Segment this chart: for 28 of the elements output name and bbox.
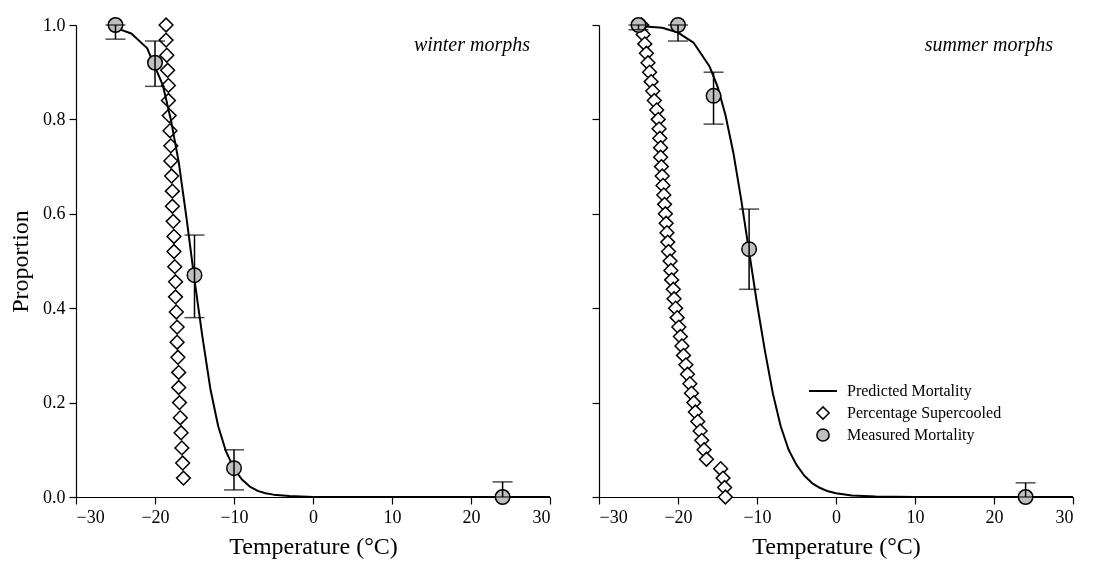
legend-label: Measured Mortality — [847, 426, 975, 444]
x-tick-label: 20 — [462, 506, 481, 527]
x-tick-label: 10 — [906, 506, 925, 527]
x-tick-label: 20 — [985, 506, 1004, 527]
x-tick-label: −30 — [76, 506, 105, 527]
x-axis-title: Temperature (°C) — [752, 532, 921, 559]
x-tick-label: 30 — [1055, 506, 1074, 527]
x-axis-title: Temperature (°C) — [229, 532, 398, 559]
x-tick-label: 0 — [832, 506, 841, 527]
legend-label: Predicted Mortality — [847, 382, 972, 400]
y-axis-title: Proportion — [7, 210, 33, 313]
x-tick-label: −20 — [141, 506, 170, 527]
x-tick-label: 30 — [532, 506, 551, 527]
annotation: winter morphs — [413, 33, 531, 56]
y-tick-label: 0.2 — [43, 392, 66, 413]
y-tick-label: 0.8 — [43, 108, 66, 129]
x-tick-label: 10 — [383, 506, 402, 527]
y-tick-label: 1.0 — [43, 14, 66, 35]
annotation: summer morphs — [924, 33, 1054, 56]
x-tick-label: −30 — [599, 506, 628, 527]
x-tick-label: 0 — [309, 506, 318, 527]
y-tick-label: 0.6 — [43, 203, 66, 224]
legend-label: Percentage Supercooled — [847, 404, 1002, 422]
y-tick-label: 0.0 — [43, 486, 66, 507]
x-tick-label: −20 — [664, 506, 693, 527]
y-tick-label: 0.4 — [43, 297, 66, 318]
x-tick-label: −10 — [743, 506, 772, 527]
x-tick-label: −10 — [220, 506, 249, 527]
